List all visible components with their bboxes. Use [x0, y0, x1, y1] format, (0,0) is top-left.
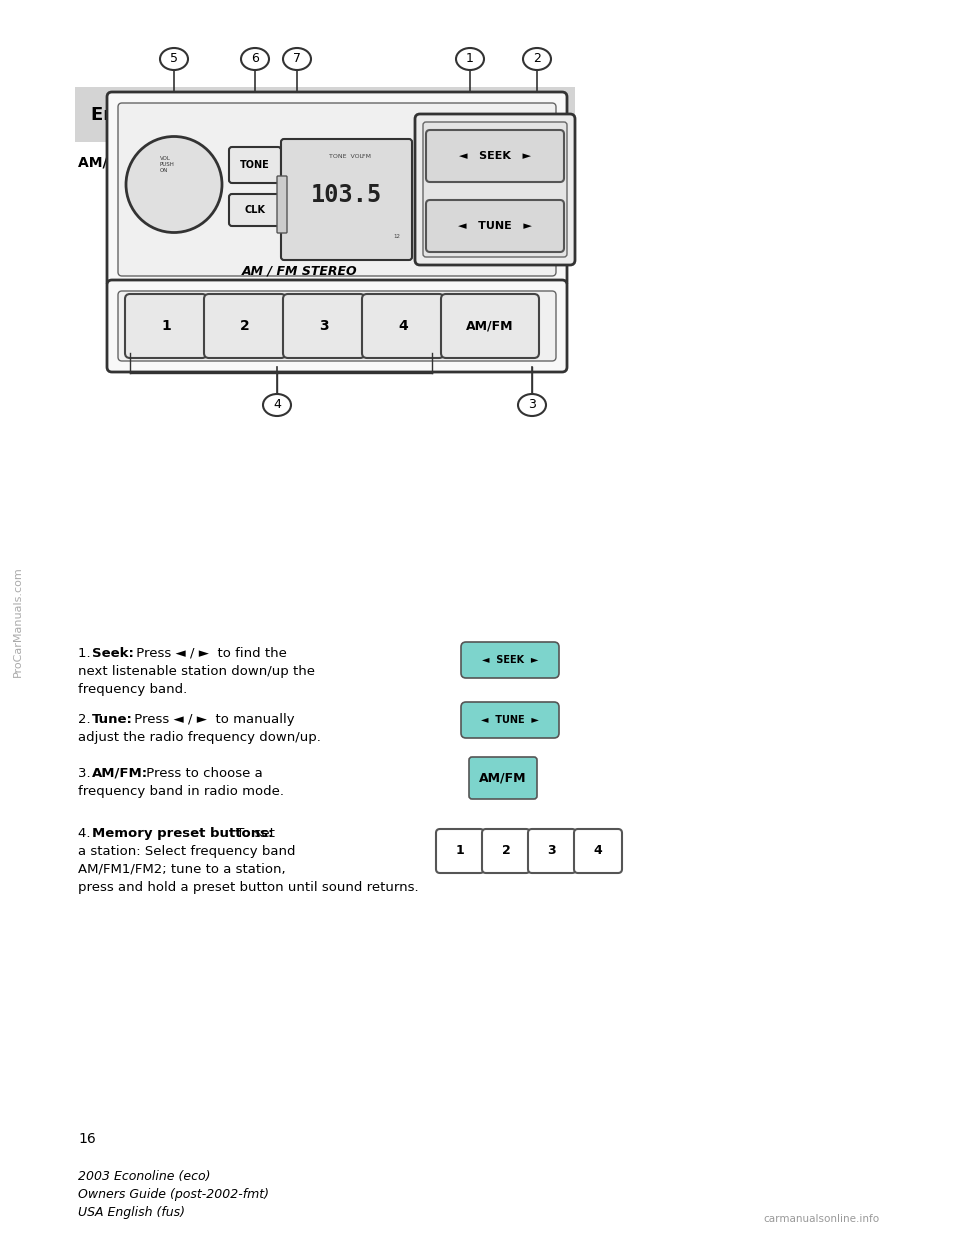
Ellipse shape: [523, 48, 551, 70]
Text: 1.: 1.: [78, 647, 95, 660]
Text: AM / FM STEREO: AM / FM STEREO: [242, 265, 358, 277]
Text: carmanualsonline.info: carmanualsonline.info: [764, 1213, 880, 1225]
Text: 4: 4: [398, 319, 408, 333]
Text: VOL
PUSH
ON: VOL PUSH ON: [160, 156, 175, 173]
Text: 1: 1: [466, 52, 474, 66]
Circle shape: [126, 137, 222, 232]
FancyBboxPatch shape: [461, 642, 559, 678]
Text: ◄  SEEK  ►: ◄ SEEK ►: [482, 655, 539, 664]
FancyBboxPatch shape: [118, 291, 556, 361]
Text: Owners Guide (post-2002-fmt): Owners Guide (post-2002-fmt): [78, 1189, 269, 1201]
Text: 103.5: 103.5: [311, 183, 382, 206]
Text: a station: Select frequency band: a station: Select frequency band: [78, 845, 296, 858]
FancyBboxPatch shape: [423, 122, 567, 257]
Text: 3: 3: [319, 319, 329, 333]
Text: TONE  VOL: TONE VOL: [329, 154, 364, 159]
FancyBboxPatch shape: [574, 828, 622, 873]
FancyBboxPatch shape: [426, 200, 564, 252]
FancyBboxPatch shape: [118, 103, 556, 276]
Text: AM/FM STEREO: AM/FM STEREO: [78, 155, 197, 169]
Circle shape: [140, 150, 208, 219]
Circle shape: [156, 166, 192, 202]
FancyBboxPatch shape: [482, 828, 530, 873]
Text: ◄   SEEK   ►: ◄ SEEK ►: [459, 152, 531, 161]
FancyBboxPatch shape: [283, 294, 365, 358]
Text: 3: 3: [548, 845, 556, 857]
Text: frequency band in radio mode.: frequency band in radio mode.: [78, 785, 284, 799]
Text: Press ◄ / ►  to manually: Press ◄ / ► to manually: [130, 713, 295, 727]
Text: Press to choose a: Press to choose a: [142, 768, 263, 780]
Text: Seek:: Seek:: [92, 647, 133, 660]
FancyBboxPatch shape: [362, 294, 444, 358]
FancyBboxPatch shape: [426, 130, 564, 183]
FancyBboxPatch shape: [75, 87, 575, 142]
Ellipse shape: [263, 394, 291, 416]
Text: 12: 12: [394, 235, 400, 240]
Text: 5: 5: [170, 52, 178, 66]
Text: 1: 1: [456, 845, 465, 857]
Text: FM: FM: [358, 154, 371, 159]
Text: 7: 7: [293, 52, 301, 66]
Text: 3.: 3.: [78, 768, 95, 780]
Text: To set: To set: [232, 827, 275, 840]
Text: 3: 3: [528, 399, 536, 411]
Text: AM/FM: AM/FM: [479, 771, 527, 785]
Ellipse shape: [160, 48, 188, 70]
Text: 2003 Econoline (eco): 2003 Econoline (eco): [78, 1170, 210, 1182]
FancyBboxPatch shape: [281, 139, 412, 260]
Text: USA English (fus): USA English (fus): [78, 1206, 185, 1218]
Text: 2.: 2.: [78, 713, 95, 727]
FancyBboxPatch shape: [441, 294, 539, 358]
Text: ProCarManuals.com: ProCarManuals.com: [13, 566, 23, 677]
FancyBboxPatch shape: [229, 194, 281, 226]
FancyBboxPatch shape: [436, 828, 484, 873]
Text: CLK: CLK: [245, 205, 266, 215]
Text: 2: 2: [502, 845, 511, 857]
Ellipse shape: [456, 48, 484, 70]
Text: Press ◄ / ►  to find the: Press ◄ / ► to find the: [132, 647, 287, 660]
Text: 4: 4: [273, 399, 281, 411]
FancyBboxPatch shape: [204, 294, 286, 358]
Text: next listenable station down/up the: next listenable station down/up the: [78, 664, 315, 678]
Text: 2: 2: [533, 52, 540, 66]
Text: 2: 2: [240, 319, 250, 333]
Text: adjust the radio frequency down/up.: adjust the radio frequency down/up.: [78, 732, 321, 744]
Text: 6: 6: [252, 52, 259, 66]
Text: 1: 1: [161, 319, 171, 333]
FancyBboxPatch shape: [229, 147, 281, 183]
Ellipse shape: [241, 48, 269, 70]
FancyBboxPatch shape: [107, 92, 567, 287]
Text: ◄   TUNE   ►: ◄ TUNE ►: [458, 221, 532, 231]
Text: Memory preset buttons:: Memory preset buttons:: [92, 827, 274, 840]
FancyBboxPatch shape: [528, 828, 576, 873]
FancyBboxPatch shape: [125, 294, 207, 358]
Text: 4: 4: [593, 845, 602, 857]
FancyBboxPatch shape: [415, 114, 575, 265]
Ellipse shape: [518, 394, 546, 416]
Text: press and hold a preset button until sound returns.: press and hold a preset button until sou…: [78, 881, 419, 894]
Text: Entertainment Systems: Entertainment Systems: [91, 106, 329, 123]
FancyBboxPatch shape: [277, 176, 287, 233]
Text: 4.: 4.: [78, 827, 95, 840]
Text: AM/FM1/FM2; tune to a station,: AM/FM1/FM2; tune to a station,: [78, 863, 286, 876]
Text: TONE: TONE: [240, 160, 270, 170]
Text: frequency band.: frequency band.: [78, 683, 187, 696]
Ellipse shape: [283, 48, 311, 70]
FancyBboxPatch shape: [107, 279, 567, 373]
Text: AM/FM: AM/FM: [467, 319, 514, 333]
Text: Tune:: Tune:: [92, 713, 132, 727]
FancyBboxPatch shape: [469, 758, 537, 799]
Text: 16: 16: [78, 1131, 96, 1146]
Text: AM/FM:: AM/FM:: [92, 768, 148, 780]
FancyBboxPatch shape: [461, 702, 559, 738]
Text: ◄  TUNE  ►: ◄ TUNE ►: [481, 715, 539, 725]
